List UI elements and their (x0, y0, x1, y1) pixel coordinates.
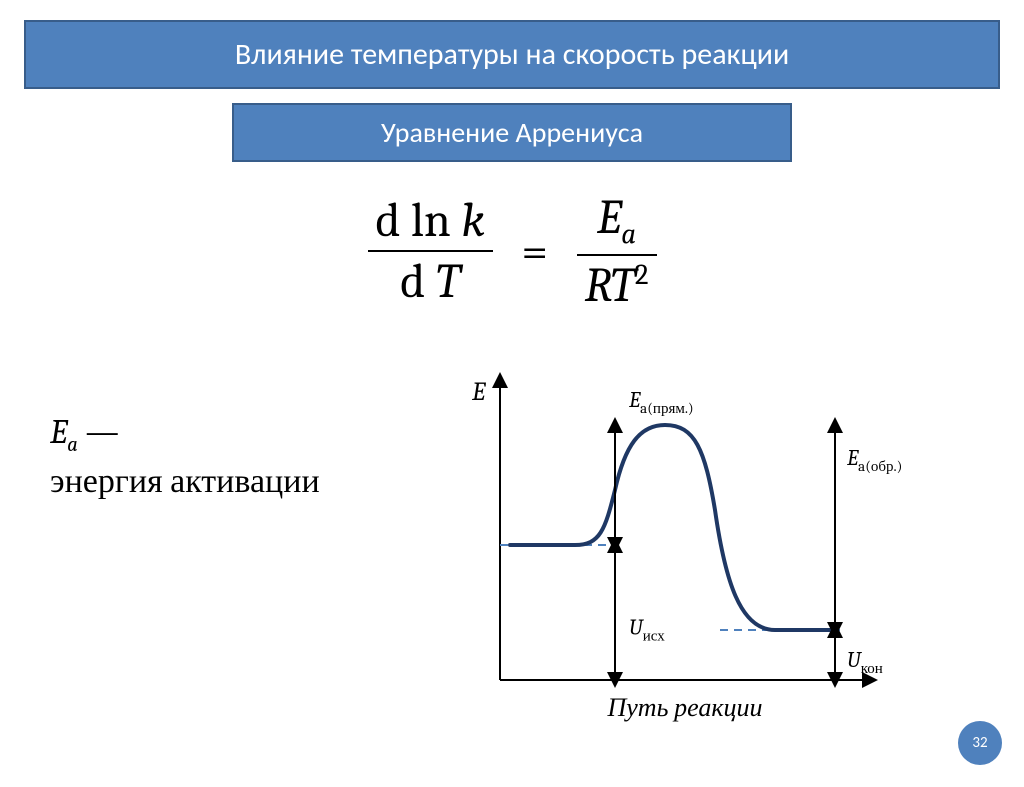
page-number-badge: 32 (958, 721, 1002, 765)
arrhenius-equation: d ln k d T = Ea RT2 (0, 190, 1024, 313)
energy-profile-diagram: E Путь реакции Ea(прям.) Ea(обр.) Uисх Uкон (440, 370, 910, 730)
legend-symbol-sub: a (67, 434, 78, 457)
legend-description: энергия активации (50, 461, 320, 501)
rhs-num-base: E (597, 190, 621, 245)
svg-text:E: E (471, 377, 486, 407)
svg-text:Путь реакции: Путь реакции (606, 693, 762, 723)
svg-text:Ea(обр.): Ea(обр.) (846, 445, 902, 475)
lhs-num-var: k (461, 193, 484, 248)
lhs-num-prefix: d ln (376, 193, 462, 248)
subtitle: Уравнение Аррениуса (232, 103, 792, 162)
main-title: Влияние температуры на скорость реакции (24, 20, 1000, 89)
svg-text:Uкон: Uкон (847, 647, 883, 677)
energy-profile-svg: E Путь реакции Ea(прям.) Ea(обр.) Uисх Uкон (440, 370, 910, 730)
legend-text: Ea — энергия активации (50, 410, 320, 504)
equation-lhs: d ln k d T (368, 193, 493, 309)
rhs-num-sub: a (621, 219, 636, 252)
rhs-den-T: T (611, 258, 635, 313)
equals-sign: = (503, 224, 566, 279)
legend-dash: — (78, 412, 119, 452)
rhs-den-R: R (585, 258, 611, 313)
equation-rhs: Ea RT2 (577, 190, 657, 313)
legend-symbol-base: E (50, 412, 67, 452)
rhs-den-exp: 2 (635, 259, 649, 292)
svg-text:Ea(прям.): Ea(прям.) (628, 387, 694, 417)
lhs-den-prefix: d (400, 254, 436, 309)
svg-text:Uисх: Uисх (629, 615, 665, 645)
lhs-den-var: T (436, 254, 460, 309)
